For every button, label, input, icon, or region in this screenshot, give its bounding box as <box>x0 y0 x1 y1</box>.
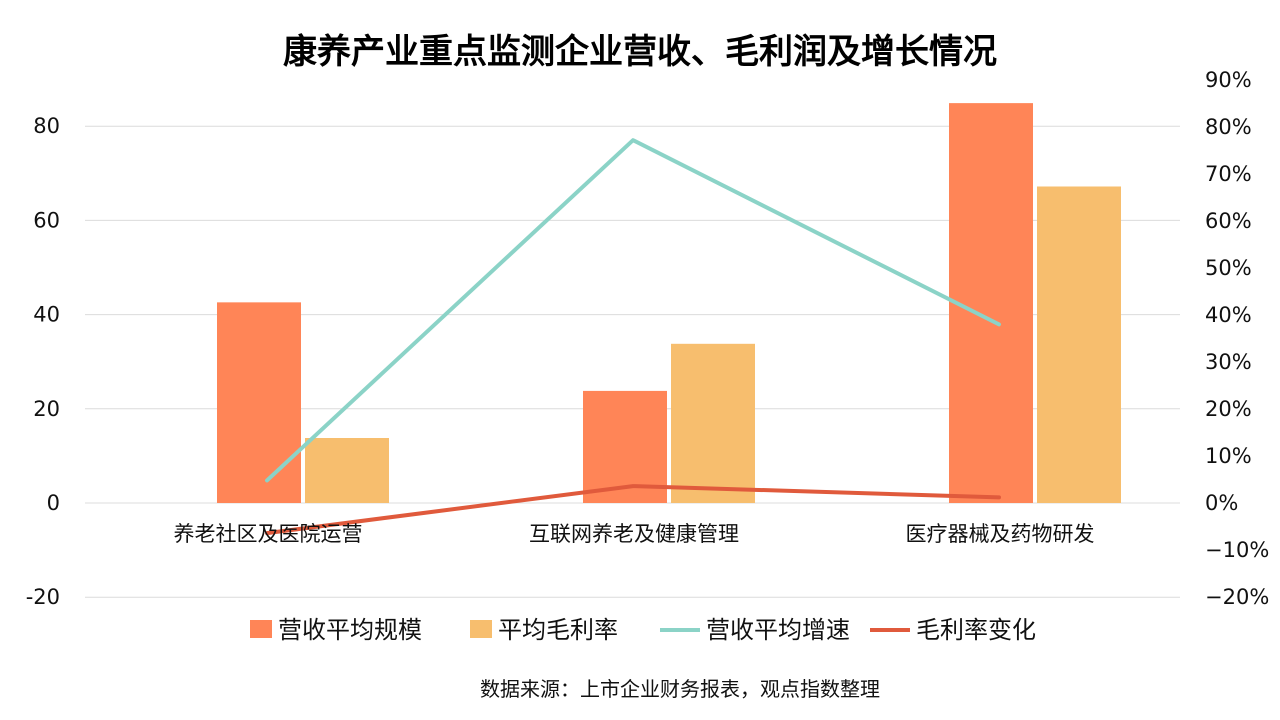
right-tick-label: 0% <box>1205 491 1238 515</box>
right-tick-label: 90% <box>1205 68 1252 92</box>
source-note: 数据来源：上市企业财务报表，观点指数整理 <box>480 677 880 701</box>
category-label: 互联网养老及健康管理 <box>529 522 739 546</box>
legend-label: 平均毛利率 <box>498 616 618 644</box>
legend-label: 营收平均增速 <box>706 616 850 644</box>
category-labels: 养老社区及医院运营 互联网养老及健康管理 医疗器械及药物研发 <box>174 522 1095 546</box>
left-tick-label: -20 <box>26 585 60 609</box>
left-tick-label: 0 <box>47 491 60 515</box>
right-tick-label: −20% <box>1205 585 1269 609</box>
right-tick-label: 50% <box>1205 256 1252 280</box>
left-tick-label: 60 <box>33 208 60 232</box>
legend-label: 毛利率变化 <box>916 616 1036 644</box>
right-axis: −20% −10% 0% 10% 20% 30% 40% 50% 60% 70% 80% 90% <box>1205 68 1269 609</box>
legend-item: 营收平均规模 <box>250 616 422 644</box>
line-series-1 <box>265 484 1001 536</box>
category-label: 养老社区及医院运营 <box>174 522 363 546</box>
left-tick-label: 80 <box>33 114 60 138</box>
legend-label: 营收平均规模 <box>278 616 422 644</box>
line-series-0 <box>265 138 1001 483</box>
right-tick-label: 20% <box>1205 397 1252 421</box>
bar-0-0 <box>217 302 301 503</box>
right-tick-label: 40% <box>1205 303 1252 327</box>
legend-swatch <box>250 620 272 638</box>
right-tick-label: 30% <box>1205 350 1252 374</box>
legend-item: 营收平均增速 <box>660 616 850 644</box>
bar-0-1 <box>583 390 667 503</box>
legend-item: 平均毛利率 <box>470 616 618 644</box>
left-tick-label: 20 <box>33 397 60 421</box>
left-axis: -20 0 20 40 60 80 <box>26 114 60 609</box>
bar-1-1 <box>671 343 755 503</box>
legend-swatch <box>470 620 492 638</box>
bars <box>217 103 1121 503</box>
bar-1-2 <box>1037 186 1121 503</box>
left-tick-label: 40 <box>33 303 60 327</box>
bar-0-2 <box>949 103 1033 503</box>
right-tick-label: −10% <box>1205 538 1269 562</box>
legend-item: 毛利率变化 <box>870 616 1036 644</box>
right-tick-label: 80% <box>1205 115 1252 139</box>
right-tick-label: 70% <box>1205 162 1252 186</box>
chart-title: 康养产业重点监测企业营收、毛利润及增长情况 <box>283 32 997 72</box>
legend: 营收平均规模 平均毛利率 营收平均增速 毛利率变化 <box>250 616 1036 644</box>
category-label: 医疗器械及药物研发 <box>906 522 1095 546</box>
right-tick-label: 60% <box>1205 209 1252 233</box>
bar-1-0 <box>305 438 389 503</box>
right-tick-label: 10% <box>1205 444 1252 468</box>
lines <box>265 138 1001 536</box>
